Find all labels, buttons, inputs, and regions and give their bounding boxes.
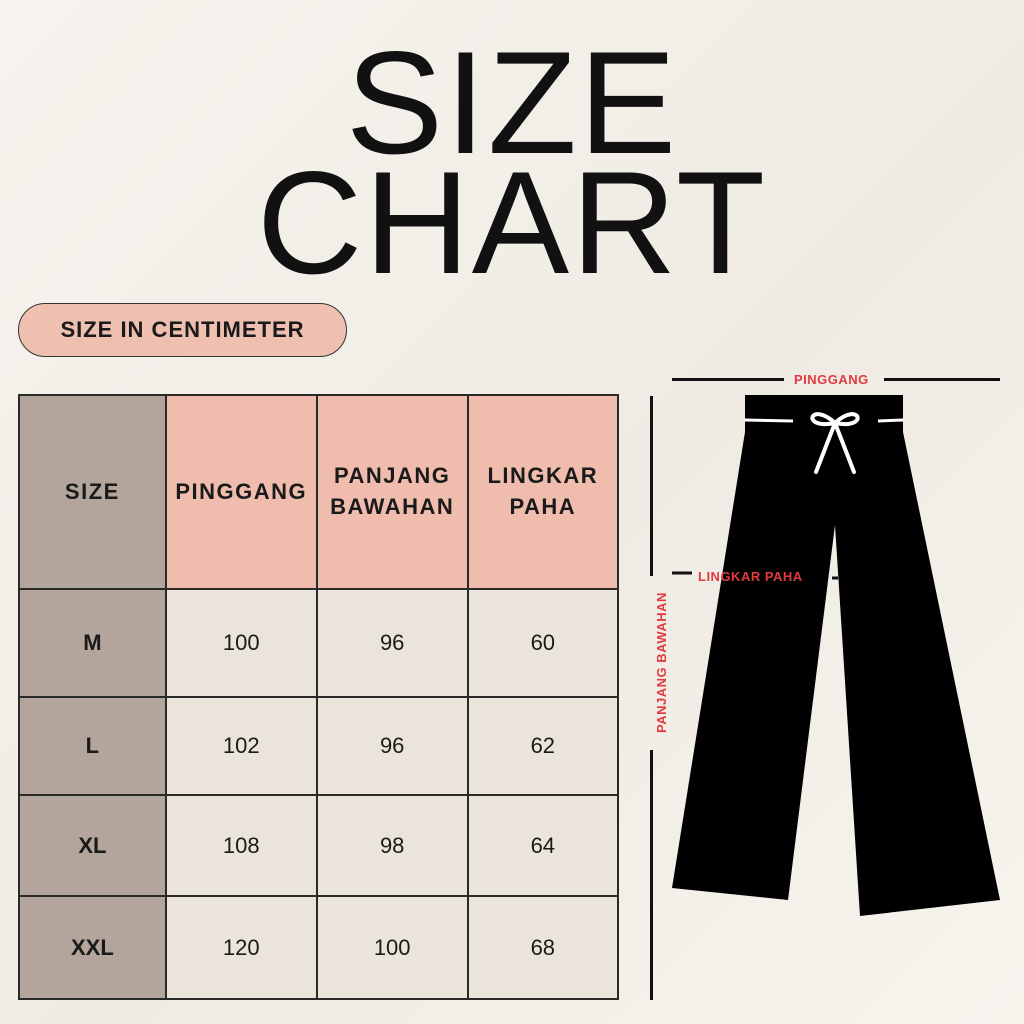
title-line-1: SIZE <box>345 21 679 184</box>
pants-shape <box>672 395 1000 916</box>
header-pinggang: PINGGANG <box>164 394 318 590</box>
cell-size: L <box>18 696 167 796</box>
waist-line-left <box>672 378 784 381</box>
cell-pinggang: 100 <box>164 588 318 698</box>
cell-panjang: 98 <box>315 794 469 897</box>
cell-pinggang: 102 <box>164 696 318 796</box>
thigh-label: LINGKAR PAHA <box>698 569 803 584</box>
waist-line-right <box>884 378 1000 381</box>
length-line-bottom <box>650 750 653 1000</box>
cell-size: M <box>18 588 167 698</box>
cell-panjang: 100 <box>315 895 469 1000</box>
cell-pinggang: 108 <box>164 794 318 897</box>
table-row: XL 108 98 64 <box>18 794 620 897</box>
drawstring-bow-icon <box>810 412 860 474</box>
length-line-top <box>650 396 653 576</box>
header-size: SIZE <box>18 394 167 590</box>
header-panjang: PANJANG BAWAHAN <box>315 394 469 590</box>
waist-label: PINGGANG <box>794 372 869 387</box>
header-lingkar: LINGKAR PAHA <box>466 394 620 590</box>
cell-pinggang: 120 <box>164 895 318 1000</box>
cell-panjang: 96 <box>315 696 469 796</box>
table-row: XXL 120 100 68 <box>18 895 620 1000</box>
header-panjang-text: PANJANG BAWAHAN <box>330 463 455 519</box>
cell-lingkar: 64 <box>466 794 620 897</box>
unit-badge: SIZE IN CENTIMETER <box>18 303 347 357</box>
cell-panjang: 96 <box>315 588 469 698</box>
cell-size: XL <box>18 794 167 897</box>
cell-lingkar: 62 <box>466 696 620 796</box>
cell-lingkar: 60 <box>466 588 620 698</box>
table-row: M 100 96 60 <box>18 588 620 698</box>
cell-size: XXL <box>18 895 167 1000</box>
cell-lingkar: 68 <box>466 895 620 1000</box>
header-lingkar-text: LINGKAR PAHA <box>487 463 599 519</box>
header-row: SIZE PINGGANG PANJANG BAWAHAN LINGKAR PA… <box>18 394 620 590</box>
title-line-2: CHART <box>256 141 768 304</box>
size-table: SIZE PINGGANG PANJANG BAWAHAN LINGKAR PA… <box>18 394 620 1000</box>
waistband-line <box>744 418 904 423</box>
table-row: L 102 96 62 <box>18 696 620 796</box>
